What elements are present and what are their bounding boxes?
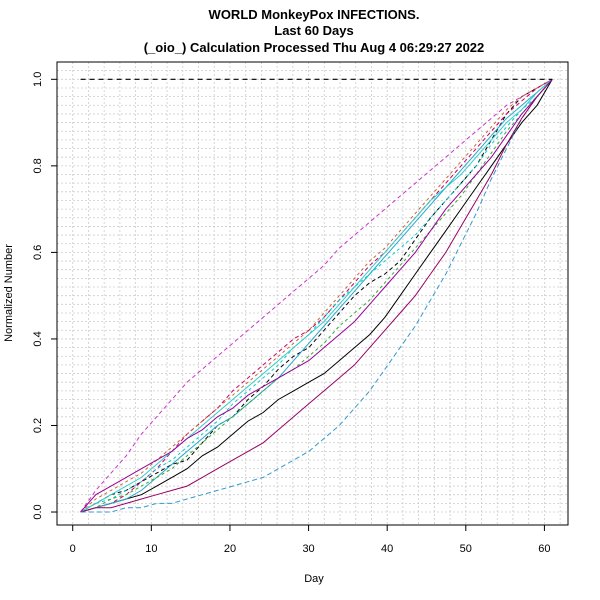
series-line [80, 78, 553, 513]
y-tick-label: 0.2 [32, 418, 44, 433]
x-tick-label: 50 [460, 543, 472, 555]
series-line [80, 78, 553, 513]
series-line [80, 78, 553, 513]
y-tick-label: 0.0 [32, 504, 44, 519]
x-tick-label: 60 [538, 543, 550, 555]
series-line [80, 78, 553, 513]
series-line [80, 78, 553, 513]
y-tick-label: 0.6 [32, 245, 44, 260]
x-tick-label: 40 [381, 543, 393, 555]
y-tick-label: 0.4 [32, 331, 44, 346]
x-axis: 0 10 20 30 40 50 60 [70, 524, 551, 555]
grid [56, 62, 568, 525]
series-line [80, 78, 553, 513]
series-lines [80, 78, 553, 513]
series-line [80, 78, 553, 513]
series-line [80, 79, 553, 513]
series-line [80, 78, 553, 513]
x-tick-label: 20 [224, 543, 236, 555]
chart-title-line-1: WORLD MonkeyPox INFECTIONS. [209, 7, 420, 22]
chart-title-line-3: (_oio_) Calculation Processed Thu Aug 4 … [144, 40, 485, 55]
x-axis-label: Day [304, 573, 324, 585]
y-axis: 0.0 0.2 0.4 0.6 0.8 1.0 [32, 72, 58, 520]
x-tick-label: 0 [70, 543, 76, 555]
chart-title-line-2: Last 60 Days [274, 23, 354, 38]
y-tick-label: 0.8 [32, 158, 44, 173]
y-tick-label: 1.0 [32, 72, 44, 87]
y-axis-label: Normalized Number [3, 244, 15, 342]
series-line [80, 78, 553, 513]
x-tick-label: 10 [145, 543, 157, 555]
x-tick-label: 30 [302, 543, 314, 555]
